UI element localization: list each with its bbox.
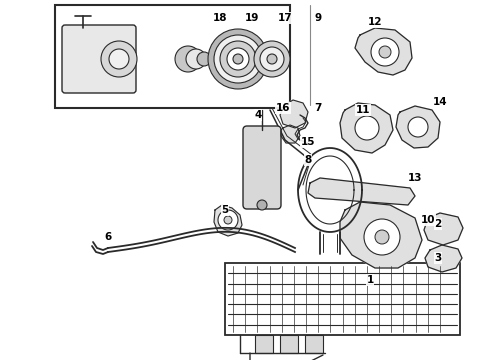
Polygon shape: [425, 245, 462, 272]
Circle shape: [197, 52, 211, 66]
Circle shape: [227, 48, 249, 70]
Polygon shape: [340, 202, 422, 268]
Circle shape: [233, 54, 243, 64]
Circle shape: [364, 219, 400, 255]
Circle shape: [257, 200, 267, 210]
Circle shape: [408, 117, 428, 137]
Circle shape: [267, 54, 277, 64]
Bar: [55, 5, 290, 108]
Bar: [225, 263, 460, 335]
Polygon shape: [280, 100, 308, 128]
Text: 10: 10: [421, 215, 435, 225]
FancyBboxPatch shape: [243, 126, 281, 209]
Text: 5: 5: [221, 205, 229, 215]
Polygon shape: [424, 213, 463, 245]
Text: 6: 6: [104, 232, 112, 242]
Text: 2: 2: [434, 219, 441, 229]
Polygon shape: [281, 125, 300, 143]
Polygon shape: [340, 103, 393, 153]
Text: 4: 4: [254, 110, 262, 120]
Text: 15: 15: [301, 137, 315, 147]
FancyBboxPatch shape: [62, 25, 136, 93]
Text: 16: 16: [276, 103, 290, 113]
Circle shape: [220, 41, 256, 77]
Text: 1: 1: [367, 275, 373, 285]
Circle shape: [109, 49, 129, 69]
Polygon shape: [355, 28, 412, 75]
Circle shape: [254, 41, 290, 77]
Circle shape: [260, 47, 284, 71]
Circle shape: [355, 116, 379, 140]
Circle shape: [208, 29, 268, 89]
Bar: [255, 335, 273, 353]
Circle shape: [218, 210, 238, 230]
Text: 7: 7: [314, 103, 322, 113]
Circle shape: [175, 46, 201, 72]
Polygon shape: [214, 205, 242, 236]
Polygon shape: [308, 178, 415, 205]
Text: 12: 12: [368, 17, 382, 27]
Circle shape: [375, 230, 389, 244]
Text: 14: 14: [433, 97, 447, 107]
Circle shape: [101, 41, 137, 77]
Polygon shape: [396, 106, 440, 148]
Circle shape: [371, 38, 399, 66]
Text: 18: 18: [213, 13, 227, 23]
Circle shape: [186, 49, 206, 69]
Bar: [305, 335, 323, 353]
Text: 9: 9: [315, 13, 321, 23]
Bar: [280, 335, 298, 353]
Text: 13: 13: [408, 173, 422, 183]
Text: 19: 19: [245, 13, 259, 23]
Circle shape: [379, 46, 391, 58]
Text: 17: 17: [278, 13, 293, 23]
Text: 11: 11: [356, 105, 370, 115]
Circle shape: [224, 216, 232, 224]
Text: 3: 3: [434, 253, 441, 263]
Circle shape: [214, 35, 262, 83]
Text: 8: 8: [304, 155, 312, 165]
